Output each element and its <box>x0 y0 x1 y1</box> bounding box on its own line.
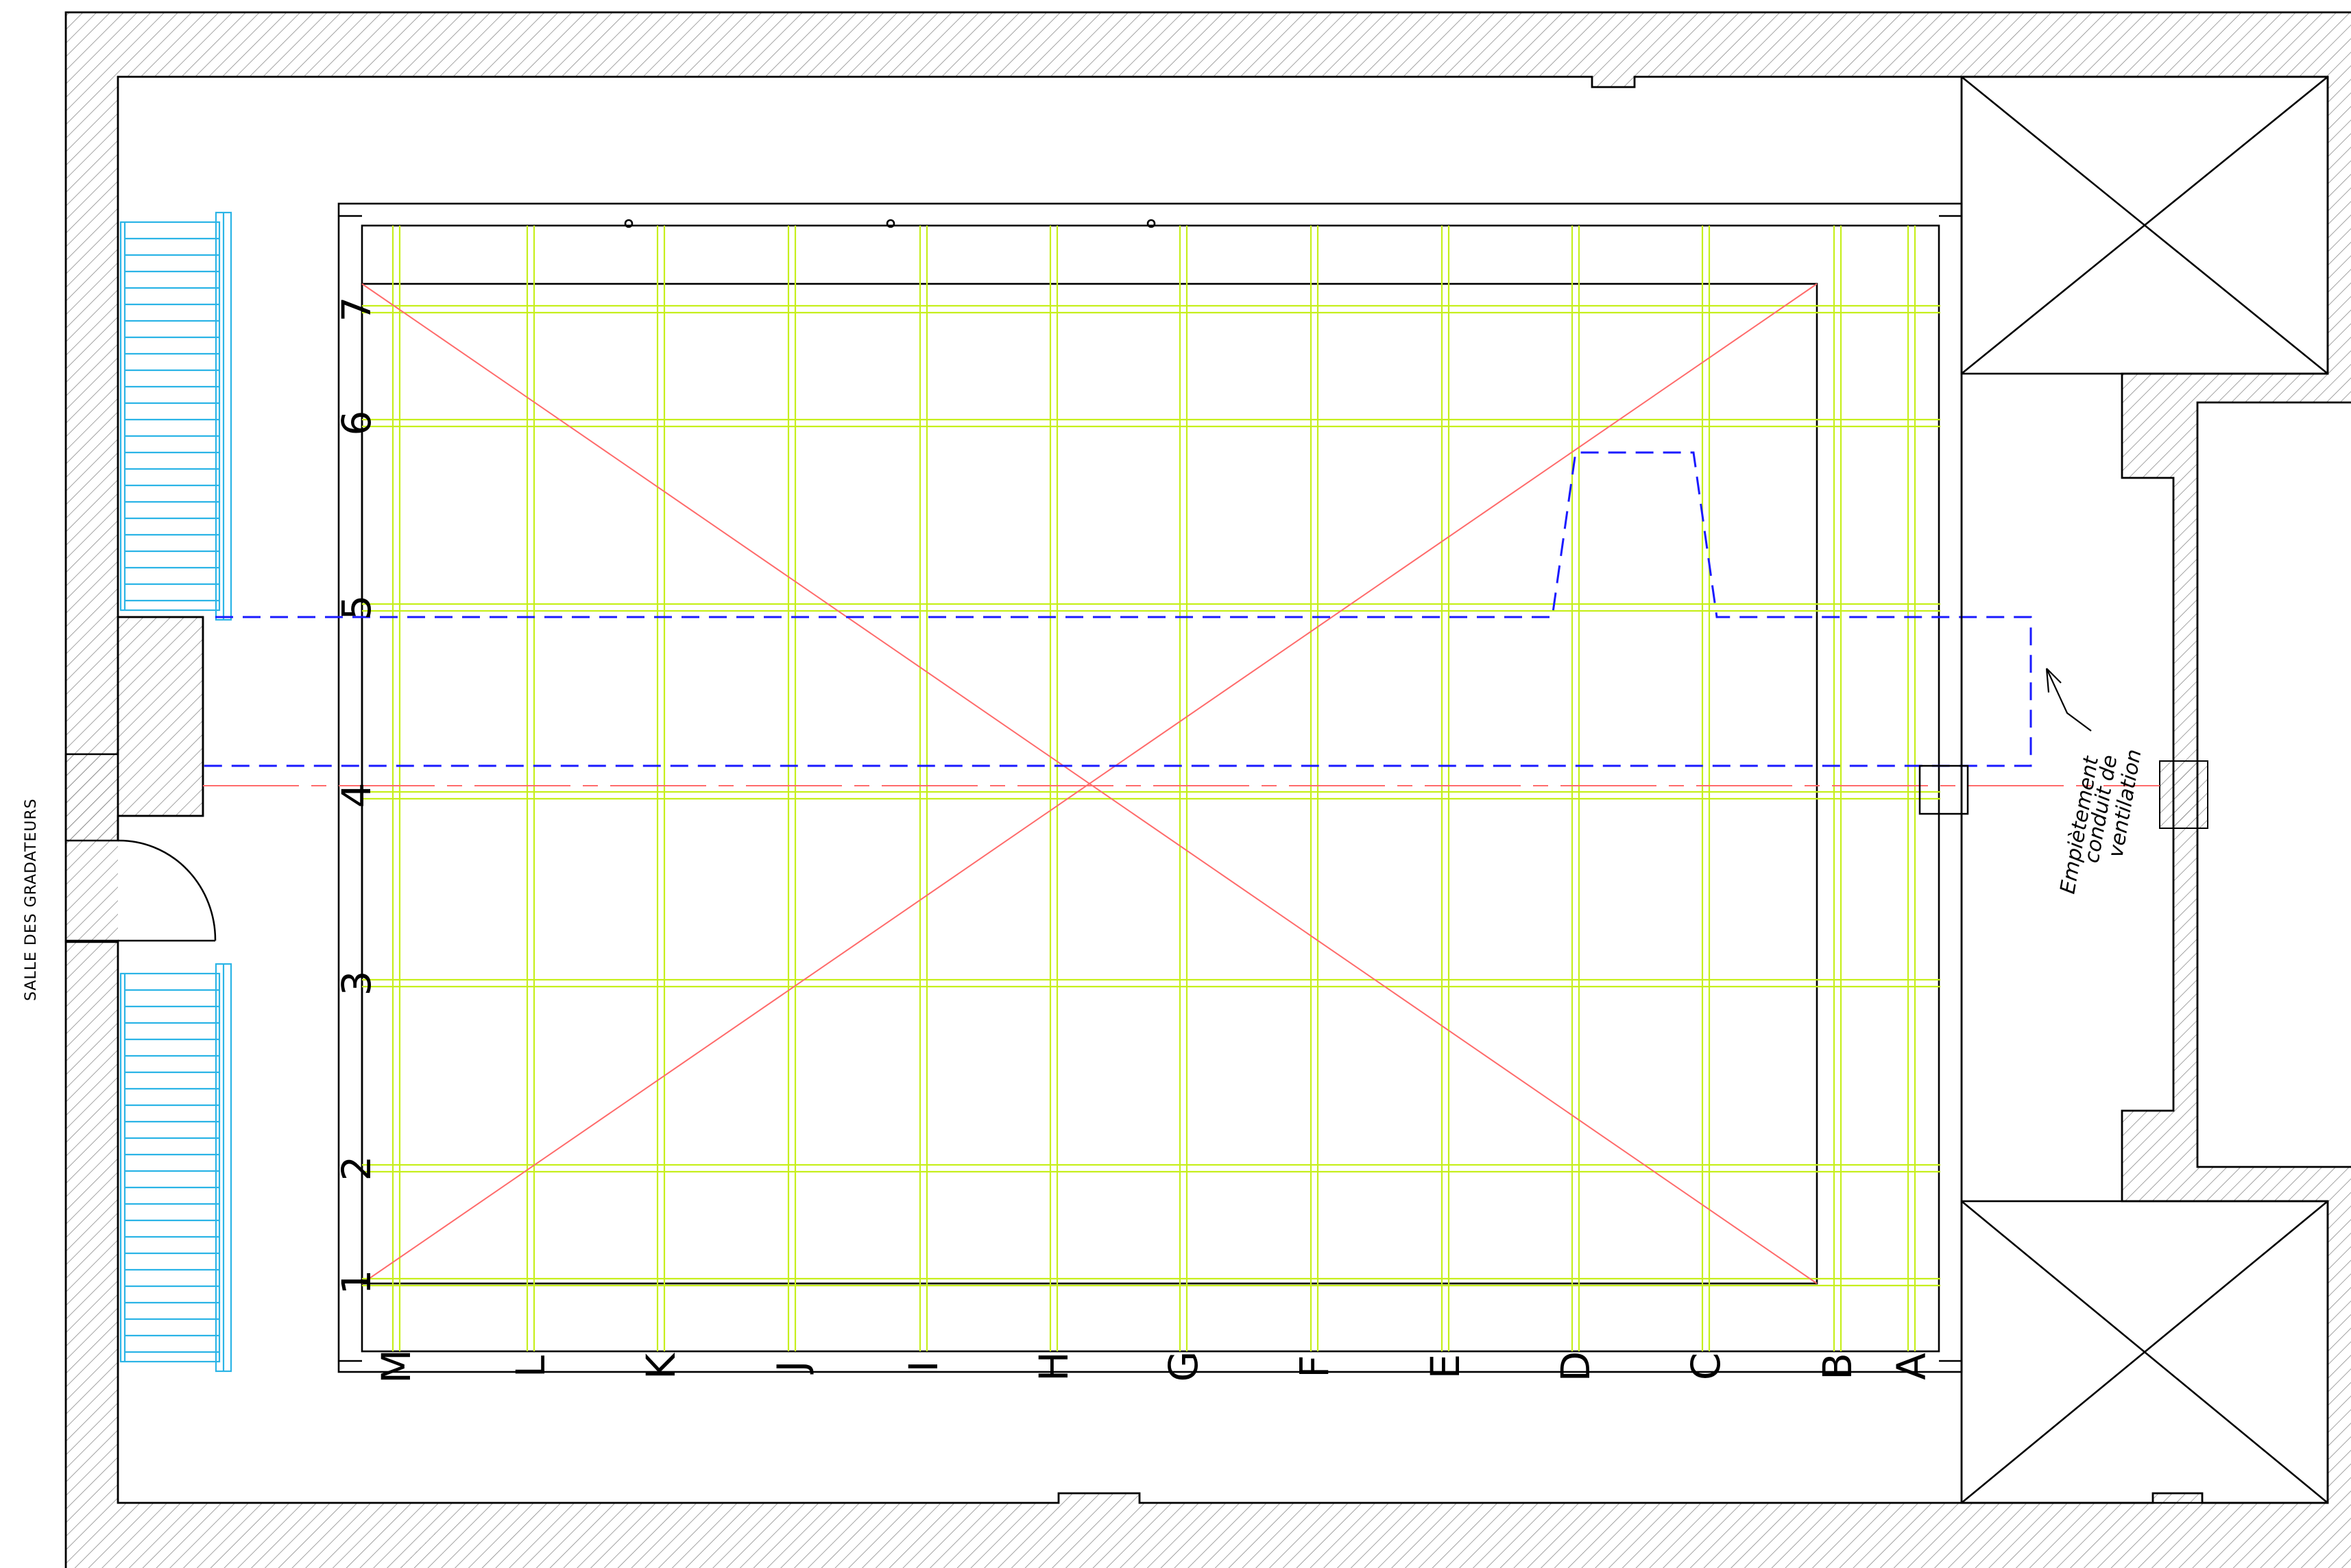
column-letter-label: J <box>769 1360 815 1374</box>
column-letter-label: L <box>507 1355 554 1377</box>
diagonal-line <box>361 283 1818 1284</box>
inner-wall-outline <box>117 75 2329 1504</box>
truss-grid <box>362 226 1940 1351</box>
row-number-label: 7 <box>333 297 380 322</box>
truss-column <box>787 226 797 1351</box>
wall-hatch-right-pillar <box>2159 760 2208 829</box>
truss-row <box>362 304 1940 314</box>
column-letter-label: M <box>373 1349 420 1384</box>
truss-column <box>1049 226 1059 1351</box>
x-box-diagonal <box>1961 1200 2328 1504</box>
truss-column <box>656 226 666 1351</box>
hang-point <box>624 219 634 228</box>
stage-center-block <box>361 282 1818 1285</box>
hang-point <box>1146 219 1156 228</box>
row-number-label: 4 <box>333 783 380 808</box>
left-recess-outline <box>117 616 204 841</box>
column-letter-label: E <box>1422 1354 1469 1379</box>
truss-row <box>362 418 1940 428</box>
column-box <box>1918 764 1969 815</box>
row-labels: 7 6 5 4 3 2 1 <box>333 297 380 1295</box>
truss-column <box>1701 226 1711 1351</box>
truss-row <box>362 791 1940 800</box>
column-letter-label: K <box>638 1352 684 1379</box>
wall-outlines <box>64 11 2351 1568</box>
leader-arrow-icon <box>2045 668 2092 732</box>
column-box-top <box>1960 75 2329 375</box>
row-number-label: 1 <box>333 1270 380 1295</box>
truss-column <box>1179 226 1188 1351</box>
column-letter-label: C <box>1683 1353 1729 1381</box>
truss-column <box>526 226 535 1351</box>
row-number-label: 5 <box>333 595 380 620</box>
outer-wall-outline <box>64 11 2351 1568</box>
row-number-label: 6 <box>333 411 380 436</box>
column-letter-label: D <box>1552 1351 1599 1382</box>
diagonals <box>203 283 2160 1284</box>
column-letter-label: I <box>900 1360 947 1372</box>
stage-outer <box>337 202 1963 1373</box>
row-number-label: 3 <box>333 971 380 996</box>
row-number-label: 2 <box>333 1156 380 1181</box>
truss-row <box>362 1277 1940 1287</box>
column-letter-label: H <box>1030 1351 1077 1382</box>
truss-row <box>362 978 1940 988</box>
column-letter-label: A <box>1888 1353 1935 1380</box>
column-letter-label: F <box>1291 1355 1338 1377</box>
truss-column <box>1440 226 1450 1351</box>
truss-column <box>1571 226 1580 1351</box>
door <box>117 839 217 942</box>
door-swing-arc <box>117 839 217 941</box>
ventilation-annotation: Empiètement conduit de ventilation <box>2045 668 2147 895</box>
wall-hatch-outer <box>66 12 2351 1568</box>
ventilation-duct <box>203 451 2032 767</box>
stair-frame <box>119 972 221 1363</box>
truss-row <box>362 603 1940 612</box>
truss-row <box>362 1163 1940 1173</box>
truss-column <box>1310 226 1319 1351</box>
stair-frame <box>119 221 221 612</box>
wall-hatch-left-door-jamb <box>64 939 119 943</box>
hang-point <box>886 219 895 228</box>
column-letter-label: G <box>1160 1351 1207 1382</box>
walls <box>64 12 2351 1568</box>
duct-outline <box>203 451 2032 767</box>
truss-column <box>391 226 401 1351</box>
stair-bottom <box>119 963 232 1373</box>
wall-hatch-right-room <box>2197 402 2351 1167</box>
column-box-bottom <box>1960 1200 2329 1504</box>
truss-column <box>1907 226 1916 1351</box>
column-letter-label: B <box>1814 1353 1861 1380</box>
room-label: SALLE DES GRADATEURS <box>23 798 40 1001</box>
stage-platform <box>337 202 1963 1373</box>
truss-column <box>919 226 928 1351</box>
right-room-outline <box>2196 401 2351 1168</box>
stair-top <box>119 211 232 621</box>
truss-column <box>1833 226 1842 1351</box>
x-box-diagonal <box>1961 75 2328 375</box>
